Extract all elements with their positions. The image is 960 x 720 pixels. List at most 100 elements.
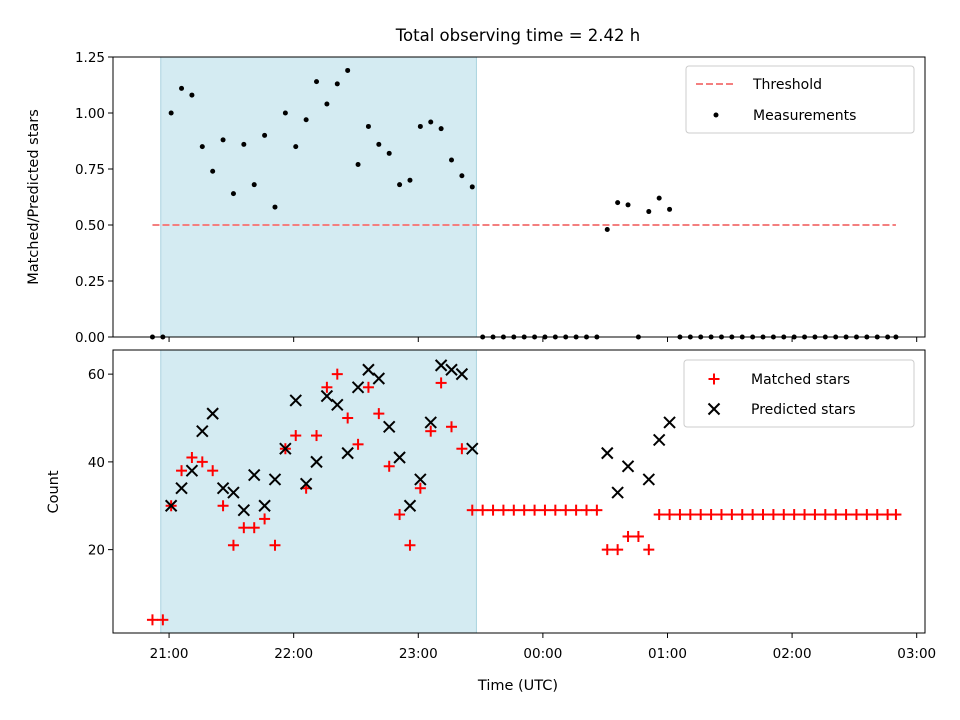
predicted-star-point xyxy=(216,482,230,495)
matched-star-point xyxy=(414,482,426,494)
cross-b xyxy=(707,402,721,416)
legend-matched-label: Matched stars xyxy=(751,372,850,388)
measurement-point xyxy=(604,226,610,232)
cross-b xyxy=(403,499,417,512)
bottom-shade-layer xyxy=(160,350,477,633)
measurement-point xyxy=(417,123,423,129)
predicted-star-point xyxy=(268,473,282,486)
cross-b xyxy=(237,503,251,517)
matched-star-point xyxy=(487,504,499,516)
bottom-y-axis-label: Count xyxy=(46,470,62,513)
bot-ytick-label: 40 xyxy=(88,455,105,471)
measurement-point xyxy=(324,101,330,107)
legend-predicted-swatch xyxy=(707,402,721,416)
cross-b xyxy=(341,446,354,460)
top-ytick-label: 0.75 xyxy=(75,162,105,178)
matched-star-point xyxy=(601,544,613,556)
cross-b xyxy=(268,473,282,486)
matched-star-point xyxy=(248,522,260,534)
measurement-point xyxy=(230,191,236,197)
top-y-ticks: 0.00 0.25 0.50 0.75 1.00 1.25 xyxy=(75,50,113,346)
matched-star-point xyxy=(715,509,727,521)
measurement-point xyxy=(168,110,174,116)
measurement-point xyxy=(334,81,340,87)
predicted-star-point xyxy=(652,433,666,447)
predicted-star-point xyxy=(237,503,251,517)
cross-b xyxy=(652,433,666,447)
matched-star-point xyxy=(529,504,541,516)
cross-b xyxy=(206,407,219,420)
matched-star-point xyxy=(227,539,239,551)
cross-b xyxy=(393,451,406,464)
measurement-point xyxy=(272,204,278,210)
xtick-label: 23:00 xyxy=(399,646,438,662)
predicted-star-point xyxy=(445,363,458,376)
measurement-point xyxy=(428,119,434,125)
measurement-point xyxy=(282,110,288,116)
measurement-point xyxy=(625,202,631,208)
legend-matched-swatch xyxy=(708,373,720,385)
cross-b xyxy=(601,446,614,460)
predicted-star-point xyxy=(372,372,386,385)
cross-b xyxy=(227,486,240,499)
cross-b xyxy=(164,499,178,512)
cross-b xyxy=(185,464,199,477)
measurement-point xyxy=(667,206,673,212)
top-ytick-label: 1.00 xyxy=(75,106,105,122)
matched-star-point xyxy=(508,504,520,516)
matched-star-point xyxy=(342,412,354,424)
top-x-ticks xyxy=(168,337,918,342)
cross-b xyxy=(175,482,188,495)
xtick-label: 03:00 xyxy=(897,646,936,662)
measurement-point xyxy=(241,141,247,147)
matched-star-point xyxy=(404,539,416,551)
matched-star-point xyxy=(861,509,873,521)
cross-b xyxy=(216,482,230,495)
cross-b xyxy=(382,420,396,433)
measurement-point xyxy=(646,209,652,215)
measurement-point xyxy=(365,123,371,129)
bot-ytick-label: 20 xyxy=(88,543,105,559)
matched-star-point xyxy=(259,513,271,525)
legend-measurements-label: Measurements xyxy=(753,108,856,124)
cross-b xyxy=(414,473,427,486)
matched-star-point xyxy=(695,509,707,521)
top-legend-box xyxy=(685,65,915,134)
cross-b xyxy=(455,367,469,381)
xtick-label: 22:00 xyxy=(274,646,313,662)
cross-b xyxy=(279,442,292,455)
matched-star-point xyxy=(736,509,748,521)
xtick-label: 02:00 xyxy=(773,646,812,662)
matched-star-point xyxy=(664,509,676,521)
predicted-star-point xyxy=(403,499,417,512)
matched-star-point xyxy=(394,509,406,521)
predicted-star-point xyxy=(289,394,302,407)
xtick-label: 00:00 xyxy=(523,646,562,662)
x-axis-label: Time (UTC) xyxy=(477,678,558,694)
matched-star-point xyxy=(632,530,644,542)
predicted-star-point xyxy=(424,416,437,429)
cross-b xyxy=(434,359,448,372)
measurement-point xyxy=(220,137,226,143)
cross-b xyxy=(299,477,313,491)
matched-star-point xyxy=(196,456,208,468)
matched-star-point xyxy=(373,408,385,420)
matched-star-point xyxy=(549,504,561,516)
matched-star-point xyxy=(643,544,655,556)
cross-b xyxy=(320,389,334,403)
predicted-star-point xyxy=(320,389,334,403)
predicted-star-point xyxy=(414,473,427,486)
matched-star-point xyxy=(674,509,686,521)
cross-b xyxy=(248,468,261,482)
matched-star-point xyxy=(591,504,603,516)
measurement-point xyxy=(179,85,185,91)
bottom-x-ticks: 21:00 22:00 23:00 00:00 01:00 02:00 03:00 xyxy=(150,633,936,662)
predicted-star-point xyxy=(663,416,676,429)
predicted-star-point xyxy=(196,424,209,438)
matched-star-point xyxy=(799,509,811,521)
matched-star-point xyxy=(778,509,790,521)
matched-star-point xyxy=(157,614,169,626)
predicted-star-point xyxy=(164,499,178,512)
bottom-legend: Matched stars Predicted stars xyxy=(683,359,915,428)
matched-star-point xyxy=(850,509,862,521)
